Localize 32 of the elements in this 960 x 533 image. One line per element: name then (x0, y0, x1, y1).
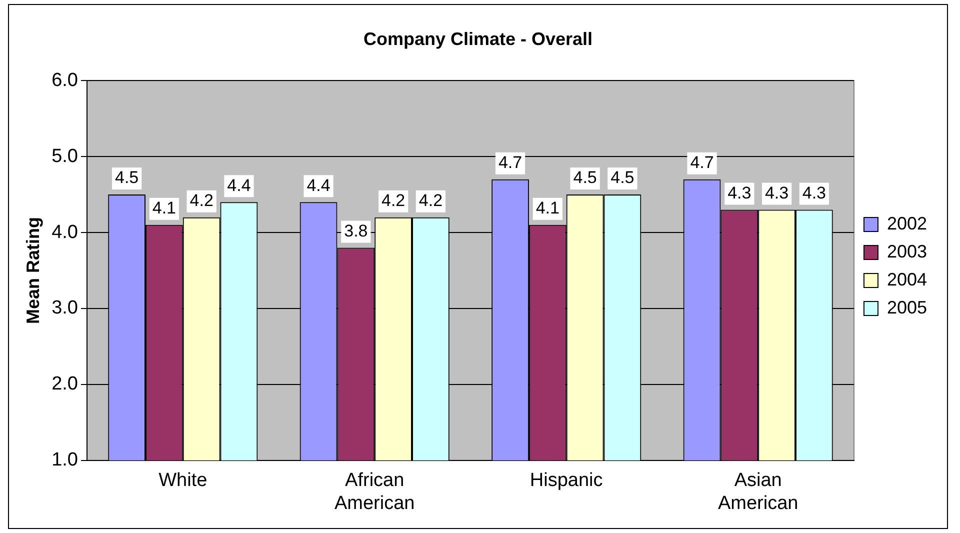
legend-label: 2002 (886, 213, 928, 234)
y-tick-label: 3.0 (52, 298, 78, 319)
chart-title: Company Climate - Overall (363, 28, 593, 49)
data-label: 4.4 (306, 176, 330, 195)
legend-label: 2003 (886, 241, 928, 262)
x-tick-label: African American (334, 470, 415, 514)
legend-label: 2005 (886, 297, 928, 318)
data-label: 4.7 (690, 153, 714, 172)
data-label: 4.7 (498, 153, 522, 172)
y-tick-label: 5.0 (52, 146, 78, 167)
data-label: 3.8 (344, 221, 368, 240)
y-tick-label: 6.0 (52, 70, 78, 91)
data-label: 4.5 (573, 168, 597, 188)
y-tick-label: 1.0 (52, 450, 78, 471)
data-label: 4.3 (764, 183, 789, 202)
data-label: 4.5 (114, 168, 139, 188)
data-label: 4.1 (152, 198, 176, 218)
legend-label: 2004 (886, 269, 928, 290)
data-label: 4.2 (418, 191, 443, 210)
y-tick-label: 4.0 (52, 222, 78, 243)
data-label: 4.1 (536, 198, 560, 218)
data-label: 4.3 (802, 183, 826, 202)
data-label: 4.4 (227, 176, 251, 195)
x-tick-label: Asian American (718, 470, 798, 514)
x-tick-label: Hispanic (530, 470, 603, 492)
y-axis-title: Mean Rating (22, 216, 43, 324)
data-label: 4.2 (190, 191, 214, 210)
data-label: 4.2 (381, 191, 406, 210)
data-label: 4.3 (728, 183, 752, 202)
data-label: 4.5 (610, 168, 634, 188)
x-tick-label: White (158, 470, 208, 492)
y-tick-label: 2.0 (52, 374, 78, 395)
